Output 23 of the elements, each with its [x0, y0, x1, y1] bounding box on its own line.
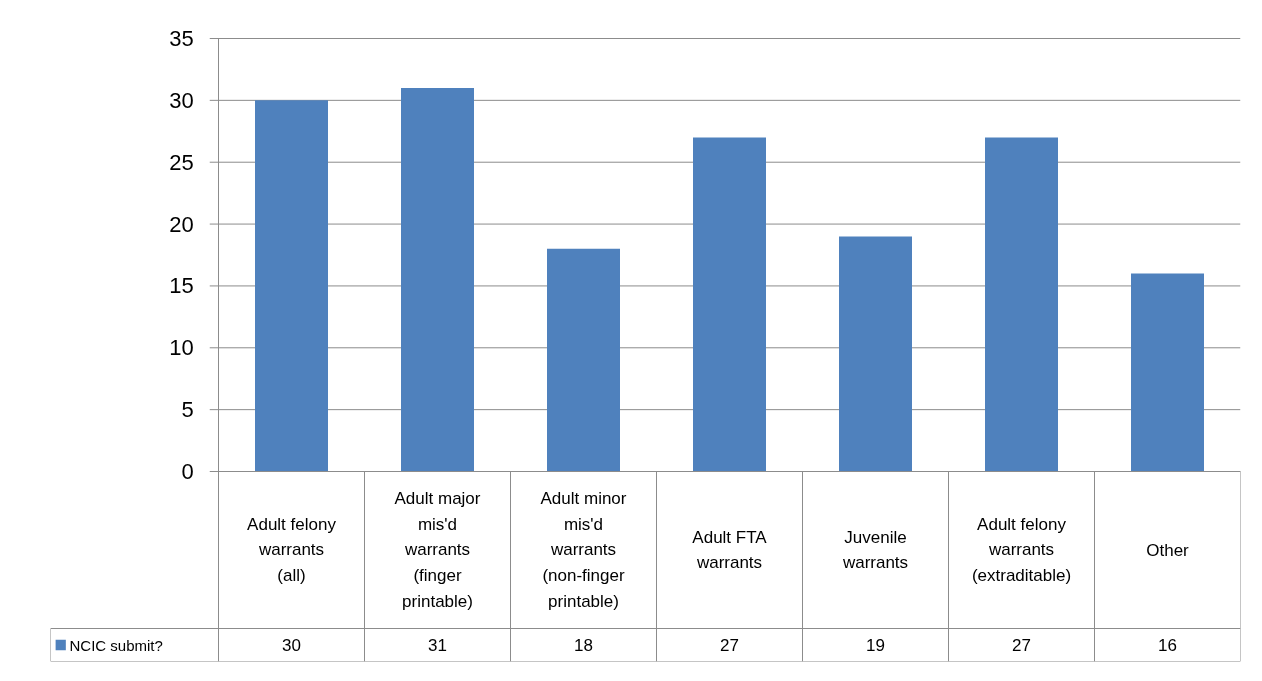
y-tick-label: 15: [169, 273, 194, 299]
data-label: 31: [428, 636, 447, 655]
x-tick-label: Adult felony warrants (extraditable): [971, 514, 1072, 586]
legend-label: NCIC submit?: [69, 636, 163, 654]
x-tick-label: Juvenile warrants: [841, 527, 909, 573]
y-tick-label: 35: [169, 26, 194, 51]
x-tick-label: Adult minor mis'd warrants (non-finger printable): [540, 489, 627, 611]
data-label: 16: [1158, 636, 1177, 655]
y-tick-label: 5: [181, 397, 194, 423]
x-tick-label: Other: [1146, 540, 1190, 560]
y-tick-label: 25: [169, 149, 194, 175]
data-label: 18: [574, 636, 593, 655]
y-tick-label: 30: [169, 87, 194, 113]
y-tick-label: 20: [169, 211, 194, 237]
y-tick-label: 10: [169, 335, 194, 361]
data-label: 27: [720, 636, 739, 655]
data-label: 27: [1012, 636, 1031, 655]
x-tick-label: Adult major mis'd warrants (finger printable): [394, 489, 481, 611]
y-tick-label: 0: [181, 459, 194, 484]
data-label: 19: [866, 636, 885, 655]
x-tick-label: Adult felony warrants (all): [247, 514, 337, 586]
data-label: 30: [282, 636, 301, 655]
x-tick-label: Adult FTA warrants: [692, 527, 768, 573]
